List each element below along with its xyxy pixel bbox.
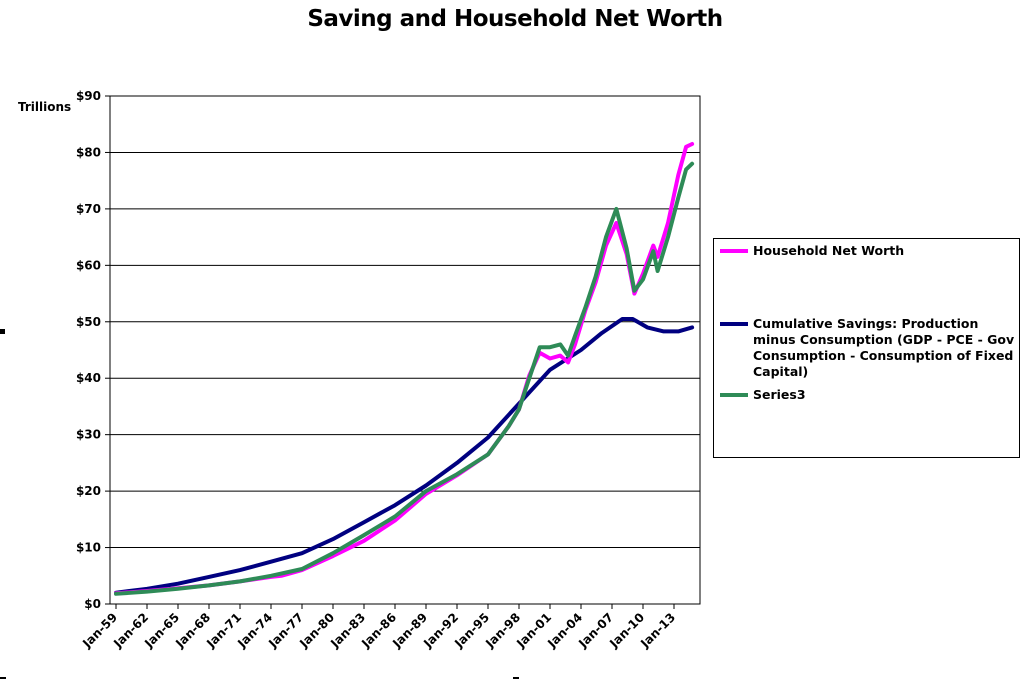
x-tick-label: Jan-07 (575, 610, 616, 651)
series-line-0 (114, 142, 695, 596)
legend-item-cumulative-savings: Cumulative Savings: Production minus Con… (720, 316, 1018, 380)
legend-swatch (720, 393, 748, 397)
chart-title: Saving and Household Net Worth (307, 6, 723, 32)
x-tick-label: Jan-92 (420, 610, 461, 651)
x-axis: Jan-59Jan-62Jan-65Jan-68Jan-71Jan-74Jan-… (79, 604, 678, 651)
legend-item-household-net-worth: Household Net Worth (720, 243, 1018, 259)
x-tick-label: Jan-01 (513, 610, 554, 651)
legend-item-series3: Series3 (720, 387, 1018, 403)
series-line-1 (114, 317, 695, 595)
legend: Household Net Worth Cumulative Savings: … (713, 238, 1020, 458)
x-tick-label: Jan-10 (606, 610, 647, 651)
x-tick-label: Jan-13 (637, 610, 678, 651)
x-tick-label: Jan-59 (79, 610, 120, 651)
y-tick-label: $20 (76, 484, 101, 498)
x-tick-label: Jan-68 (172, 610, 213, 651)
x-tick-label: Jan-98 (482, 610, 523, 651)
x-tick-label: Jan-71 (203, 610, 244, 651)
y-tick-label: $60 (76, 258, 101, 272)
x-tick-label: Jan-89 (389, 610, 430, 651)
x-tick-label: Jan-65 (141, 610, 182, 651)
x-tick-label: Jan-95 (451, 610, 492, 651)
y-axis-label: Trillions (18, 100, 72, 114)
x-tick-label: Jan-83 (327, 610, 368, 651)
y-tick-label: $80 (76, 145, 101, 159)
series-line-2 (114, 161, 695, 596)
legend-label: Cumulative Savings: Production minus Con… (753, 316, 1015, 379)
y-axis: $0 $10 $20 $30 $40 $50 $60 $70 $80 $90 (76, 89, 110, 611)
y-tick-label: $50 (76, 315, 101, 329)
selection-handle-left (0, 329, 5, 334)
x-tick-label: Jan-77 (265, 610, 306, 651)
x-tick-label: Jan-86 (358, 610, 399, 651)
plot-area-border (109, 95, 701, 605)
y-tick-label: $70 (76, 202, 101, 216)
legend-label: Household Net Worth (753, 243, 905, 258)
y-tick-label: $10 (76, 541, 101, 555)
x-tick-label: Jan-74 (234, 610, 275, 651)
x-tick-label: Jan-80 (296, 610, 337, 651)
legend-label: Series3 (753, 387, 806, 402)
selection-handle-bottom-left (0, 677, 6, 679)
gridlines (110, 95, 700, 605)
x-tick-label: Jan-04 (544, 610, 585, 651)
x-tick-label: Jan-62 (110, 610, 151, 651)
selection-handle-bottom-center (513, 677, 519, 679)
legend-swatch (720, 249, 748, 253)
legend-swatch (720, 322, 748, 326)
series-lines (114, 142, 695, 596)
y-tick-label: $0 (84, 597, 101, 611)
y-tick-label: $40 (76, 371, 101, 385)
y-tick-label: $90 (76, 89, 101, 103)
y-tick-label: $30 (76, 428, 101, 442)
